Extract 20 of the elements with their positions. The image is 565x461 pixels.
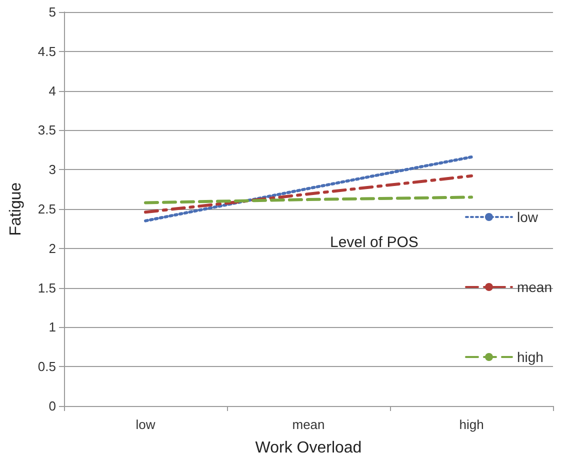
legend-label: low [516, 209, 539, 225]
y-tick-label: 0.5 [38, 359, 56, 374]
legend-label: high [516, 349, 544, 365]
x-tick-label: high [459, 417, 484, 432]
y-tick-label: 3 [48, 162, 56, 178]
y-tick-label: 5 [48, 4, 56, 20]
y-tick-label: 2 [48, 240, 56, 256]
x-tick-label: low [136, 417, 156, 432]
y-tick-label: 4.5 [38, 44, 56, 59]
y-tick-label: 4 [48, 83, 56, 98]
y-tick-label: 2.5 [38, 202, 56, 216]
y-tick-label: 1.5 [38, 280, 56, 296]
y-tick-label: 3.5 [38, 122, 56, 138]
y-axis-title: Fatigue [8, 182, 24, 236]
x-tick-label: mean [292, 417, 325, 432]
legend-title: Level of POS [330, 234, 418, 251]
y-tick-label: 0 [48, 398, 56, 414]
x-axis-title: Work Overload [255, 440, 362, 456]
legend-label: mean [516, 279, 552, 295]
y-tick-label: 1 [48, 320, 56, 335]
